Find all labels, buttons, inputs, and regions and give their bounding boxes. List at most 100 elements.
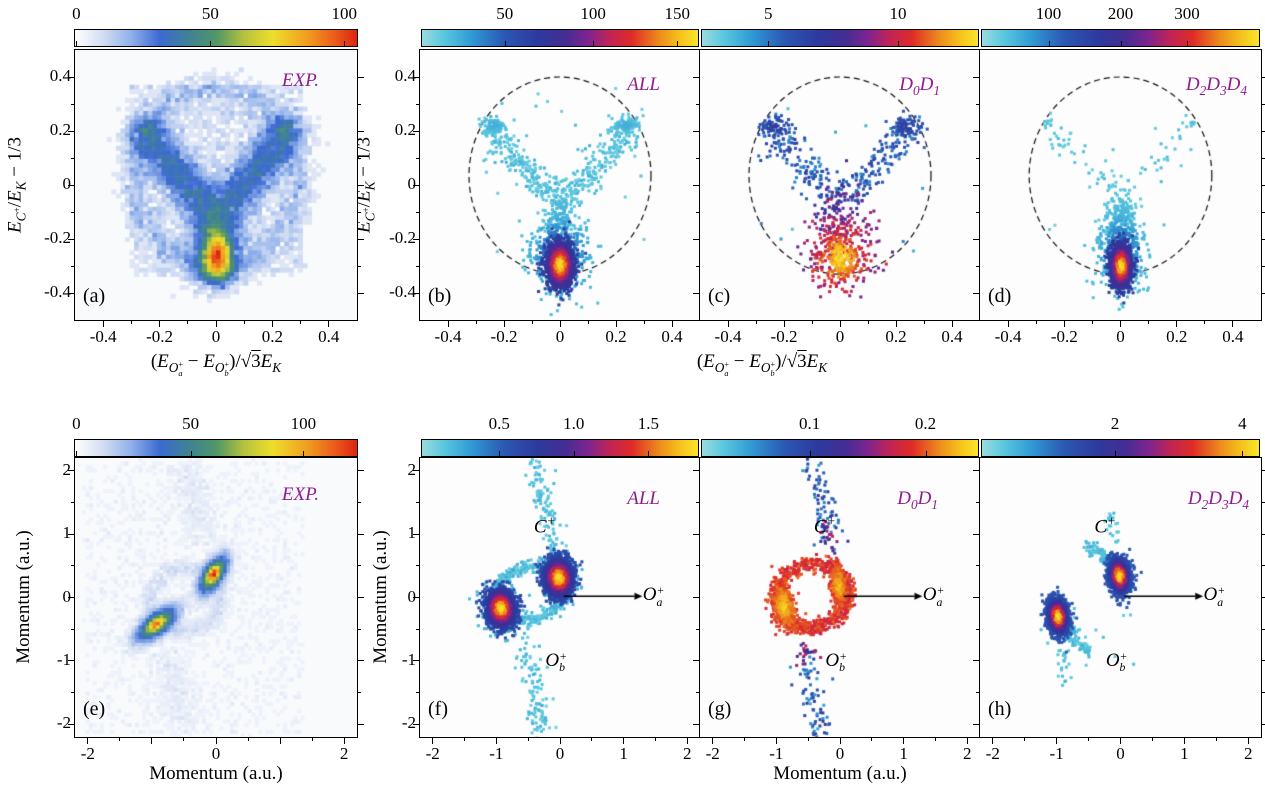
colorbar-tick-label: 100: [331, 4, 358, 23]
plot-canvas-a: [75, 50, 357, 320]
x-tick-label: -0.4: [434, 327, 462, 346]
y-tick-major: [1262, 238, 1265, 240]
y-tick-major: [693, 723, 699, 725]
panel-newton-experiment: (e) EXP.: [68, 457, 364, 744]
x-tick-label: -0.4: [89, 327, 117, 346]
panel-letter-c: (c): [708, 285, 731, 307]
x-tick-major: [686, 738, 688, 744]
y-tick-minor: [358, 501, 361, 503]
x-tick-label: 0.2: [605, 327, 627, 346]
y-tick-major: [413, 470, 419, 472]
y-tick-minor: [71, 628, 74, 630]
x-tick-major: [951, 321, 953, 327]
x-tick-label: -2: [425, 744, 440, 763]
y-tick-label: 2: [407, 459, 417, 479]
x-tick-minor: [243, 321, 245, 324]
y-tick-minor: [976, 692, 979, 694]
x-tick-minor: [755, 321, 757, 324]
x-tick-major: [279, 738, 281, 744]
y-tick-major: [358, 130, 364, 132]
y-tick-major: [693, 533, 699, 535]
y-tick-label: 0.4: [394, 66, 416, 85]
x-tick-major: [1183, 738, 1185, 744]
colorbar-tick: [504, 41, 506, 46]
colorbar-e: [74, 439, 358, 457]
y-tick-label: 1: [62, 523, 72, 543]
x-axis-label-momentum-group: Momentum (a.u.): [773, 763, 907, 784]
y-tick-major: [973, 597, 979, 598]
y-tick-label: 0.4: [49, 66, 71, 85]
y-tick-major: [358, 238, 364, 240]
x-tick-minor: [119, 738, 121, 741]
y-tick-label: -2: [401, 713, 416, 733]
x-axis-label-energy-left: (EO + a − EO + b)/√3EK: [150, 351, 282, 378]
y-tick-label: 2: [62, 459, 72, 479]
y-tick-major: [68, 660, 74, 662]
plot-canvas-c: [700, 50, 980, 320]
x-tick-major: [1007, 321, 1009, 327]
annotation-c-ion: C+: [1094, 513, 1117, 539]
panel-letter-e: (e): [83, 698, 106, 720]
x-tick-minor: [187, 321, 189, 324]
x-tick-major: [992, 738, 994, 744]
y-tick-minor: [696, 501, 699, 503]
x-tick-label: 1: [899, 744, 908, 763]
y-tick-major: [358, 597, 364, 598]
panel-dalitz-experiment: (a) EXP.: [68, 49, 364, 327]
x-tick-minor: [183, 738, 185, 741]
y-tick-label: 0: [407, 174, 417, 193]
colorbar-tick: [303, 451, 305, 456]
x-tick-minor: [744, 738, 746, 741]
y-tick-major: [1262, 597, 1265, 598]
x-tick-major: [447, 321, 449, 327]
y-tick-label: -0.2: [389, 228, 416, 247]
panel-newton-d2d3d4: C+ O + a O + b (h) D2D3D4: [973, 457, 1265, 744]
y-tick-major: [358, 76, 364, 78]
x-tick-major: [839, 321, 841, 327]
y-tick-label: 0: [407, 586, 417, 606]
colorbar-tick: [499, 451, 501, 456]
y-tick-major: [973, 470, 979, 472]
y-tick-major: [973, 533, 979, 535]
condition-label-a: EXP.: [281, 70, 319, 91]
colorbar-tick: [1115, 451, 1116, 456]
x-tick-label: -1: [1049, 744, 1064, 763]
colorbar-tick-label: 100: [290, 414, 317, 433]
y-tick-major: [68, 533, 74, 535]
y-tick-major: [1262, 723, 1265, 725]
annotation-c-ion: C+: [813, 513, 836, 539]
y-tick-label: 0: [62, 174, 72, 193]
x-tick-minor: [867, 321, 869, 324]
x-tick-major: [623, 738, 625, 744]
y-tick-label: -0.2: [44, 228, 71, 247]
colorbar-tick: [925, 451, 927, 456]
panel-letter-b: (b): [428, 285, 452, 307]
panel-newton-d0d1: C+ O + a O + b (g) D0D1: [693, 457, 987, 744]
y-tick-minor: [71, 211, 74, 213]
colorbar-tick-label: 10: [889, 4, 907, 23]
y-tick-minor: [416, 211, 419, 213]
y-tick-major: [1262, 76, 1265, 78]
x-tick-minor: [643, 321, 645, 324]
x-tick-minor: [464, 738, 466, 741]
x-tick-minor: [531, 321, 533, 324]
y-tick-minor: [358, 157, 361, 159]
x-tick-label: -0.2: [1050, 327, 1078, 346]
plot-canvas-d: [980, 50, 1261, 320]
y-tick-major: [413, 184, 419, 186]
x-tick-label: 1: [1180, 744, 1189, 763]
x-tick-label: 0: [211, 744, 221, 763]
colorbar-tick: [190, 451, 192, 456]
y-tick-minor: [696, 265, 699, 267]
x-tick-label: 0: [1116, 744, 1125, 763]
plot-canvas-h: [980, 458, 1261, 737]
x-tick-major: [727, 321, 729, 327]
y-tick-minor: [976, 501, 979, 503]
y-tick-minor: [358, 628, 361, 630]
y-tick-minor: [1262, 628, 1265, 630]
condition-label-c: D0D1: [899, 74, 940, 98]
x-tick-major: [966, 738, 968, 744]
y-tick-major: [973, 76, 979, 78]
x-tick-label: 0.4: [661, 327, 683, 346]
condition-label-g: D0D1: [897, 488, 938, 512]
